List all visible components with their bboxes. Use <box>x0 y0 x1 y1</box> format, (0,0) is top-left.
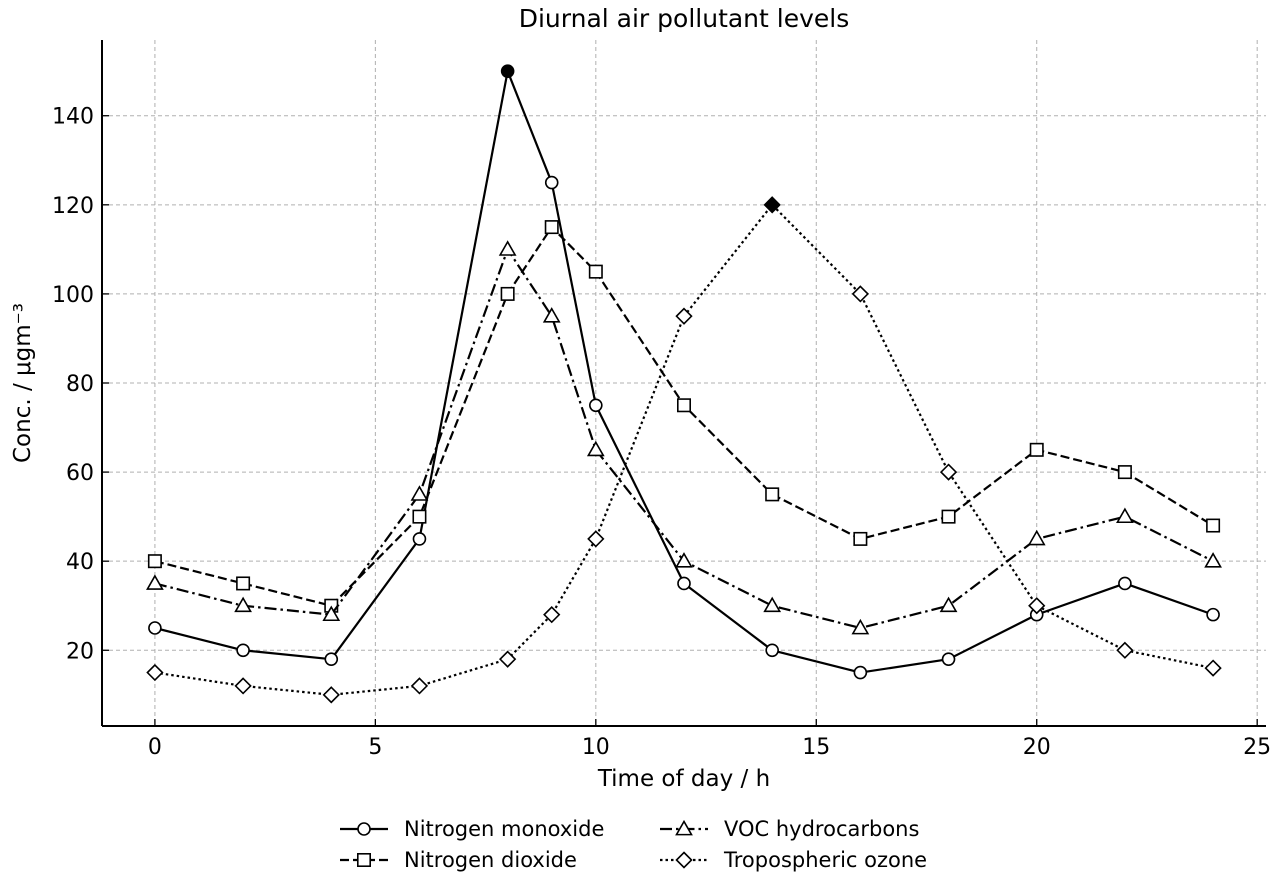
axes: 0 5 10 15 20 25 20 40 60 80 100 120 140 <box>52 40 1271 760</box>
x-axis-title: Time of day / h <box>597 766 770 792</box>
data-point <box>676 398 691 413</box>
grid-lines <box>102 40 1266 726</box>
data-point <box>146 663 164 682</box>
series-line <box>154 248 1214 630</box>
series-tropospheric-ozone <box>146 196 1222 704</box>
series-nitrogen-dioxide <box>147 220 1221 613</box>
data-point <box>675 307 693 325</box>
peak-point <box>763 196 781 214</box>
y-tick-label: 140 <box>52 105 94 130</box>
legend: Nitrogen monoxide Nitrogen dioxide VOC hyd… <box>340 817 927 872</box>
x-tick-label: 0 <box>148 735 162 760</box>
data-point <box>236 576 251 591</box>
data-point <box>763 596 782 613</box>
data-point <box>146 574 164 590</box>
y-tick-label: 80 <box>66 372 94 397</box>
series-nitrogen-monoxide <box>148 64 1220 680</box>
y-tick-label: 100 <box>52 283 94 308</box>
data-point <box>939 596 958 613</box>
data-point <box>589 398 603 413</box>
series-voc-hydrocarbons <box>146 240 1222 635</box>
data-point <box>498 240 517 256</box>
data-point <box>500 286 515 301</box>
y-tick-label: 20 <box>66 639 94 664</box>
data-point <box>1206 518 1221 533</box>
x-tick-label: 10 <box>582 735 610 760</box>
data-point <box>1029 442 1044 457</box>
data-point <box>544 175 559 190</box>
chart-title: Diurnal air pollutant levels <box>519 4 850 33</box>
data-point <box>941 652 956 666</box>
legend-marker <box>675 819 693 836</box>
legend-label: VOC hydrocarbons <box>724 817 919 841</box>
y-tick-label: 40 <box>66 550 94 575</box>
legend-marker <box>357 822 371 836</box>
series-line <box>154 70 1214 674</box>
legend-label: Tropospheric ozone <box>723 848 927 872</box>
data-point <box>412 509 427 524</box>
data-point <box>1028 597 1046 615</box>
series-line <box>154 225 1214 607</box>
data-point <box>677 576 691 591</box>
data-point <box>236 643 250 658</box>
data-point <box>588 264 603 279</box>
legend-marker <box>356 852 371 867</box>
data-point <box>543 606 561 624</box>
series-line <box>154 203 1214 696</box>
data-point <box>1116 641 1134 659</box>
data-point <box>410 677 429 695</box>
data-point <box>1206 607 1220 622</box>
plot-series <box>146 64 1222 704</box>
y-tick-label: 120 <box>52 194 94 219</box>
legend-item: Nitrogen monoxide <box>340 817 604 841</box>
data-point <box>1118 576 1132 591</box>
data-point <box>1116 507 1134 524</box>
legend-item: VOC hydrocarbons <box>660 817 919 841</box>
data-point <box>851 285 869 303</box>
data-point <box>147 554 162 569</box>
x-tick-label: 5 <box>368 735 382 760</box>
legend-label: Nitrogen monoxide <box>404 817 604 841</box>
data-point <box>765 643 779 658</box>
data-point <box>544 220 559 235</box>
y-axis-title: Conc. / μgm⁻³ <box>10 303 36 463</box>
legend-marker <box>675 851 693 869</box>
data-point <box>234 677 252 695</box>
data-point <box>410 485 429 501</box>
legend-label: Nitrogen dioxide <box>404 848 577 872</box>
x-tick-label: 20 <box>1023 735 1051 760</box>
data-point <box>542 307 561 323</box>
data-point <box>675 552 693 568</box>
data-point <box>586 440 605 457</box>
data-point <box>1204 552 1222 568</box>
data-point <box>853 665 868 680</box>
data-point <box>234 596 252 613</box>
legend-item: Nitrogen dioxide <box>340 848 577 872</box>
data-point <box>324 652 339 666</box>
y-tick-label: 60 <box>66 461 94 486</box>
data-point <box>1117 465 1132 480</box>
data-point <box>1027 529 1046 546</box>
data-point <box>765 487 780 502</box>
data-point <box>412 532 427 546</box>
data-point <box>851 618 870 635</box>
data-point <box>939 463 958 481</box>
data-point <box>322 605 341 622</box>
data-point <box>1204 659 1222 677</box>
data-point <box>148 621 162 635</box>
data-point <box>322 686 340 704</box>
data-point <box>853 531 868 546</box>
x-tick-label: 25 <box>1243 735 1271 760</box>
x-tick-label: 15 <box>802 735 830 760</box>
legend-item: Tropospheric ozone <box>660 848 927 872</box>
data-point <box>941 509 956 524</box>
data-point <box>587 530 605 548</box>
data-point <box>499 650 517 668</box>
peak-point <box>500 64 515 78</box>
